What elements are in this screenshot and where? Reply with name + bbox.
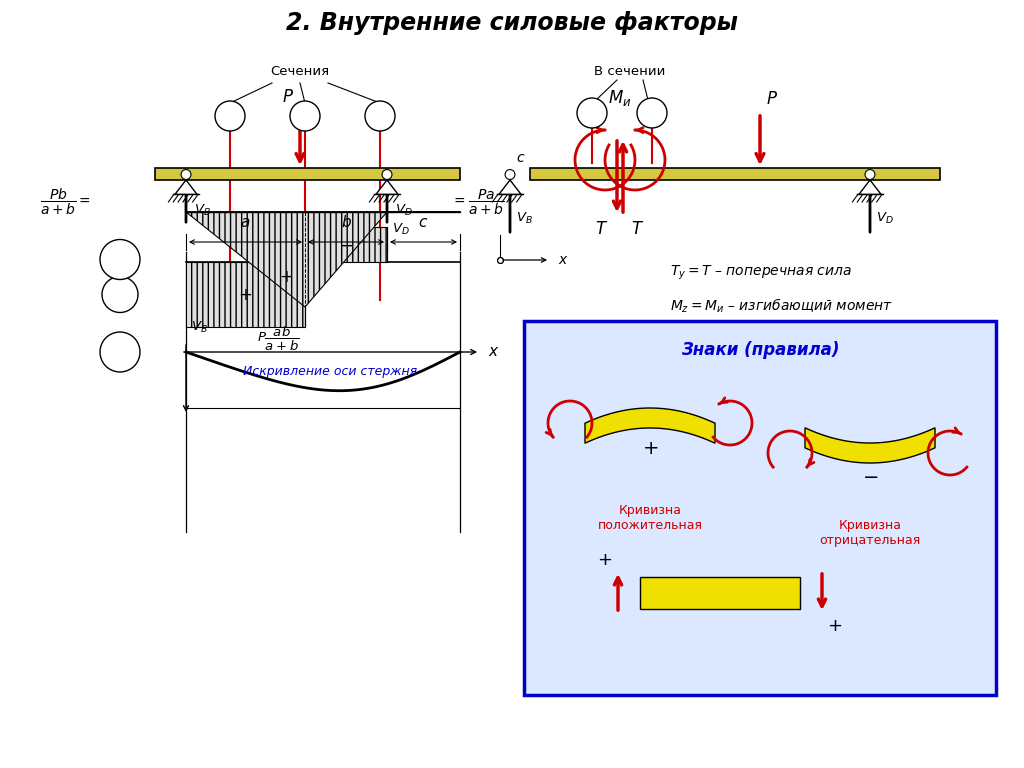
Text: $+$: $+$ bbox=[597, 551, 612, 569]
Bar bbox=[640, 577, 800, 609]
Text: $-$: $-$ bbox=[862, 466, 879, 485]
Circle shape bbox=[865, 170, 874, 180]
Circle shape bbox=[382, 170, 392, 180]
Text: $T$: $T$ bbox=[114, 286, 126, 303]
Text: 1: 1 bbox=[648, 107, 656, 120]
Polygon shape bbox=[859, 180, 881, 194]
Polygon shape bbox=[585, 408, 715, 443]
Text: $\Delta_y$: $\Delta_y$ bbox=[112, 343, 129, 361]
Text: $P$: $P$ bbox=[766, 90, 778, 108]
Polygon shape bbox=[499, 180, 521, 194]
Circle shape bbox=[637, 98, 667, 128]
Circle shape bbox=[290, 101, 319, 131]
Polygon shape bbox=[175, 180, 197, 194]
Circle shape bbox=[365, 101, 395, 131]
Polygon shape bbox=[186, 212, 460, 307]
Text: $\dfrac{Pb}{a+b}=$: $\dfrac{Pb}{a+b}=$ bbox=[40, 187, 90, 217]
Text: $V_D$: $V_D$ bbox=[392, 222, 410, 237]
Text: $c$: $c$ bbox=[419, 215, 429, 230]
Text: $a$: $a$ bbox=[241, 215, 251, 230]
Text: 2: 2 bbox=[301, 110, 309, 123]
Text: Кривизна
положительная: Кривизна положительная bbox=[597, 504, 702, 532]
Text: $+$: $+$ bbox=[827, 617, 843, 635]
Text: 1: 1 bbox=[588, 107, 596, 120]
Text: $V_D$: $V_D$ bbox=[395, 203, 413, 217]
Text: Сечения: Сечения bbox=[270, 65, 330, 78]
Text: $x$: $x$ bbox=[558, 253, 568, 267]
Text: $x$: $x$ bbox=[488, 345, 500, 359]
Text: $T$: $T$ bbox=[595, 220, 608, 238]
Bar bbox=[155, 168, 460, 180]
Polygon shape bbox=[376, 180, 398, 194]
Text: $=\dfrac{Pa}{a+b}$: $=\dfrac{Pa}{a+b}$ bbox=[452, 187, 505, 217]
Circle shape bbox=[100, 332, 140, 372]
Circle shape bbox=[102, 276, 138, 313]
Text: В сечении: В сечении bbox=[594, 65, 666, 78]
Text: $V_B$: $V_B$ bbox=[194, 203, 211, 217]
Text: Кривизна
отрицательная: Кривизна отрицательная bbox=[819, 519, 921, 547]
Circle shape bbox=[577, 98, 607, 128]
Text: $T$: $T$ bbox=[632, 220, 645, 238]
Text: $V_D$: $V_D$ bbox=[876, 210, 894, 226]
Text: $M_z = M_и$ – изгибающий момент: $M_z = M_и$ – изгибающий момент bbox=[670, 296, 893, 315]
Text: $P\dfrac{ab}{a+b}$: $P\dfrac{ab}{a+b}$ bbox=[257, 325, 300, 353]
Text: $T_y = T$ – поперечная сила: $T_y = T$ – поперечная сила bbox=[670, 264, 852, 282]
Text: $M_и$: $M_и$ bbox=[110, 251, 130, 268]
Circle shape bbox=[505, 170, 515, 180]
Text: $V_B$: $V_B$ bbox=[191, 320, 208, 335]
Text: $-$: $-$ bbox=[339, 236, 353, 253]
Text: $c$: $c$ bbox=[515, 151, 525, 165]
Circle shape bbox=[215, 101, 245, 131]
Text: $+$: $+$ bbox=[280, 268, 294, 286]
Polygon shape bbox=[805, 428, 935, 463]
Text: $+$: $+$ bbox=[239, 286, 253, 303]
Circle shape bbox=[100, 240, 140, 280]
Text: $V_B$: $V_B$ bbox=[516, 210, 532, 226]
Text: Знаки (правила): Знаки (правила) bbox=[681, 341, 840, 359]
Text: 2. Внутренние силовые факторы: 2. Внутренние силовые факторы bbox=[286, 11, 738, 35]
Text: 3: 3 bbox=[376, 110, 384, 123]
Circle shape bbox=[181, 170, 190, 180]
Text: $M_и$: $M_и$ bbox=[608, 88, 632, 108]
Text: $b$: $b$ bbox=[341, 214, 351, 230]
Text: $P$: $P$ bbox=[282, 88, 294, 106]
Polygon shape bbox=[186, 262, 305, 327]
Text: $+$: $+$ bbox=[642, 439, 658, 458]
FancyBboxPatch shape bbox=[524, 321, 996, 695]
Text: Искривление оси стержня: Искривление оси стержня bbox=[243, 365, 417, 378]
Polygon shape bbox=[305, 227, 387, 262]
Text: 1: 1 bbox=[226, 110, 233, 123]
Bar bbox=[530, 168, 940, 180]
